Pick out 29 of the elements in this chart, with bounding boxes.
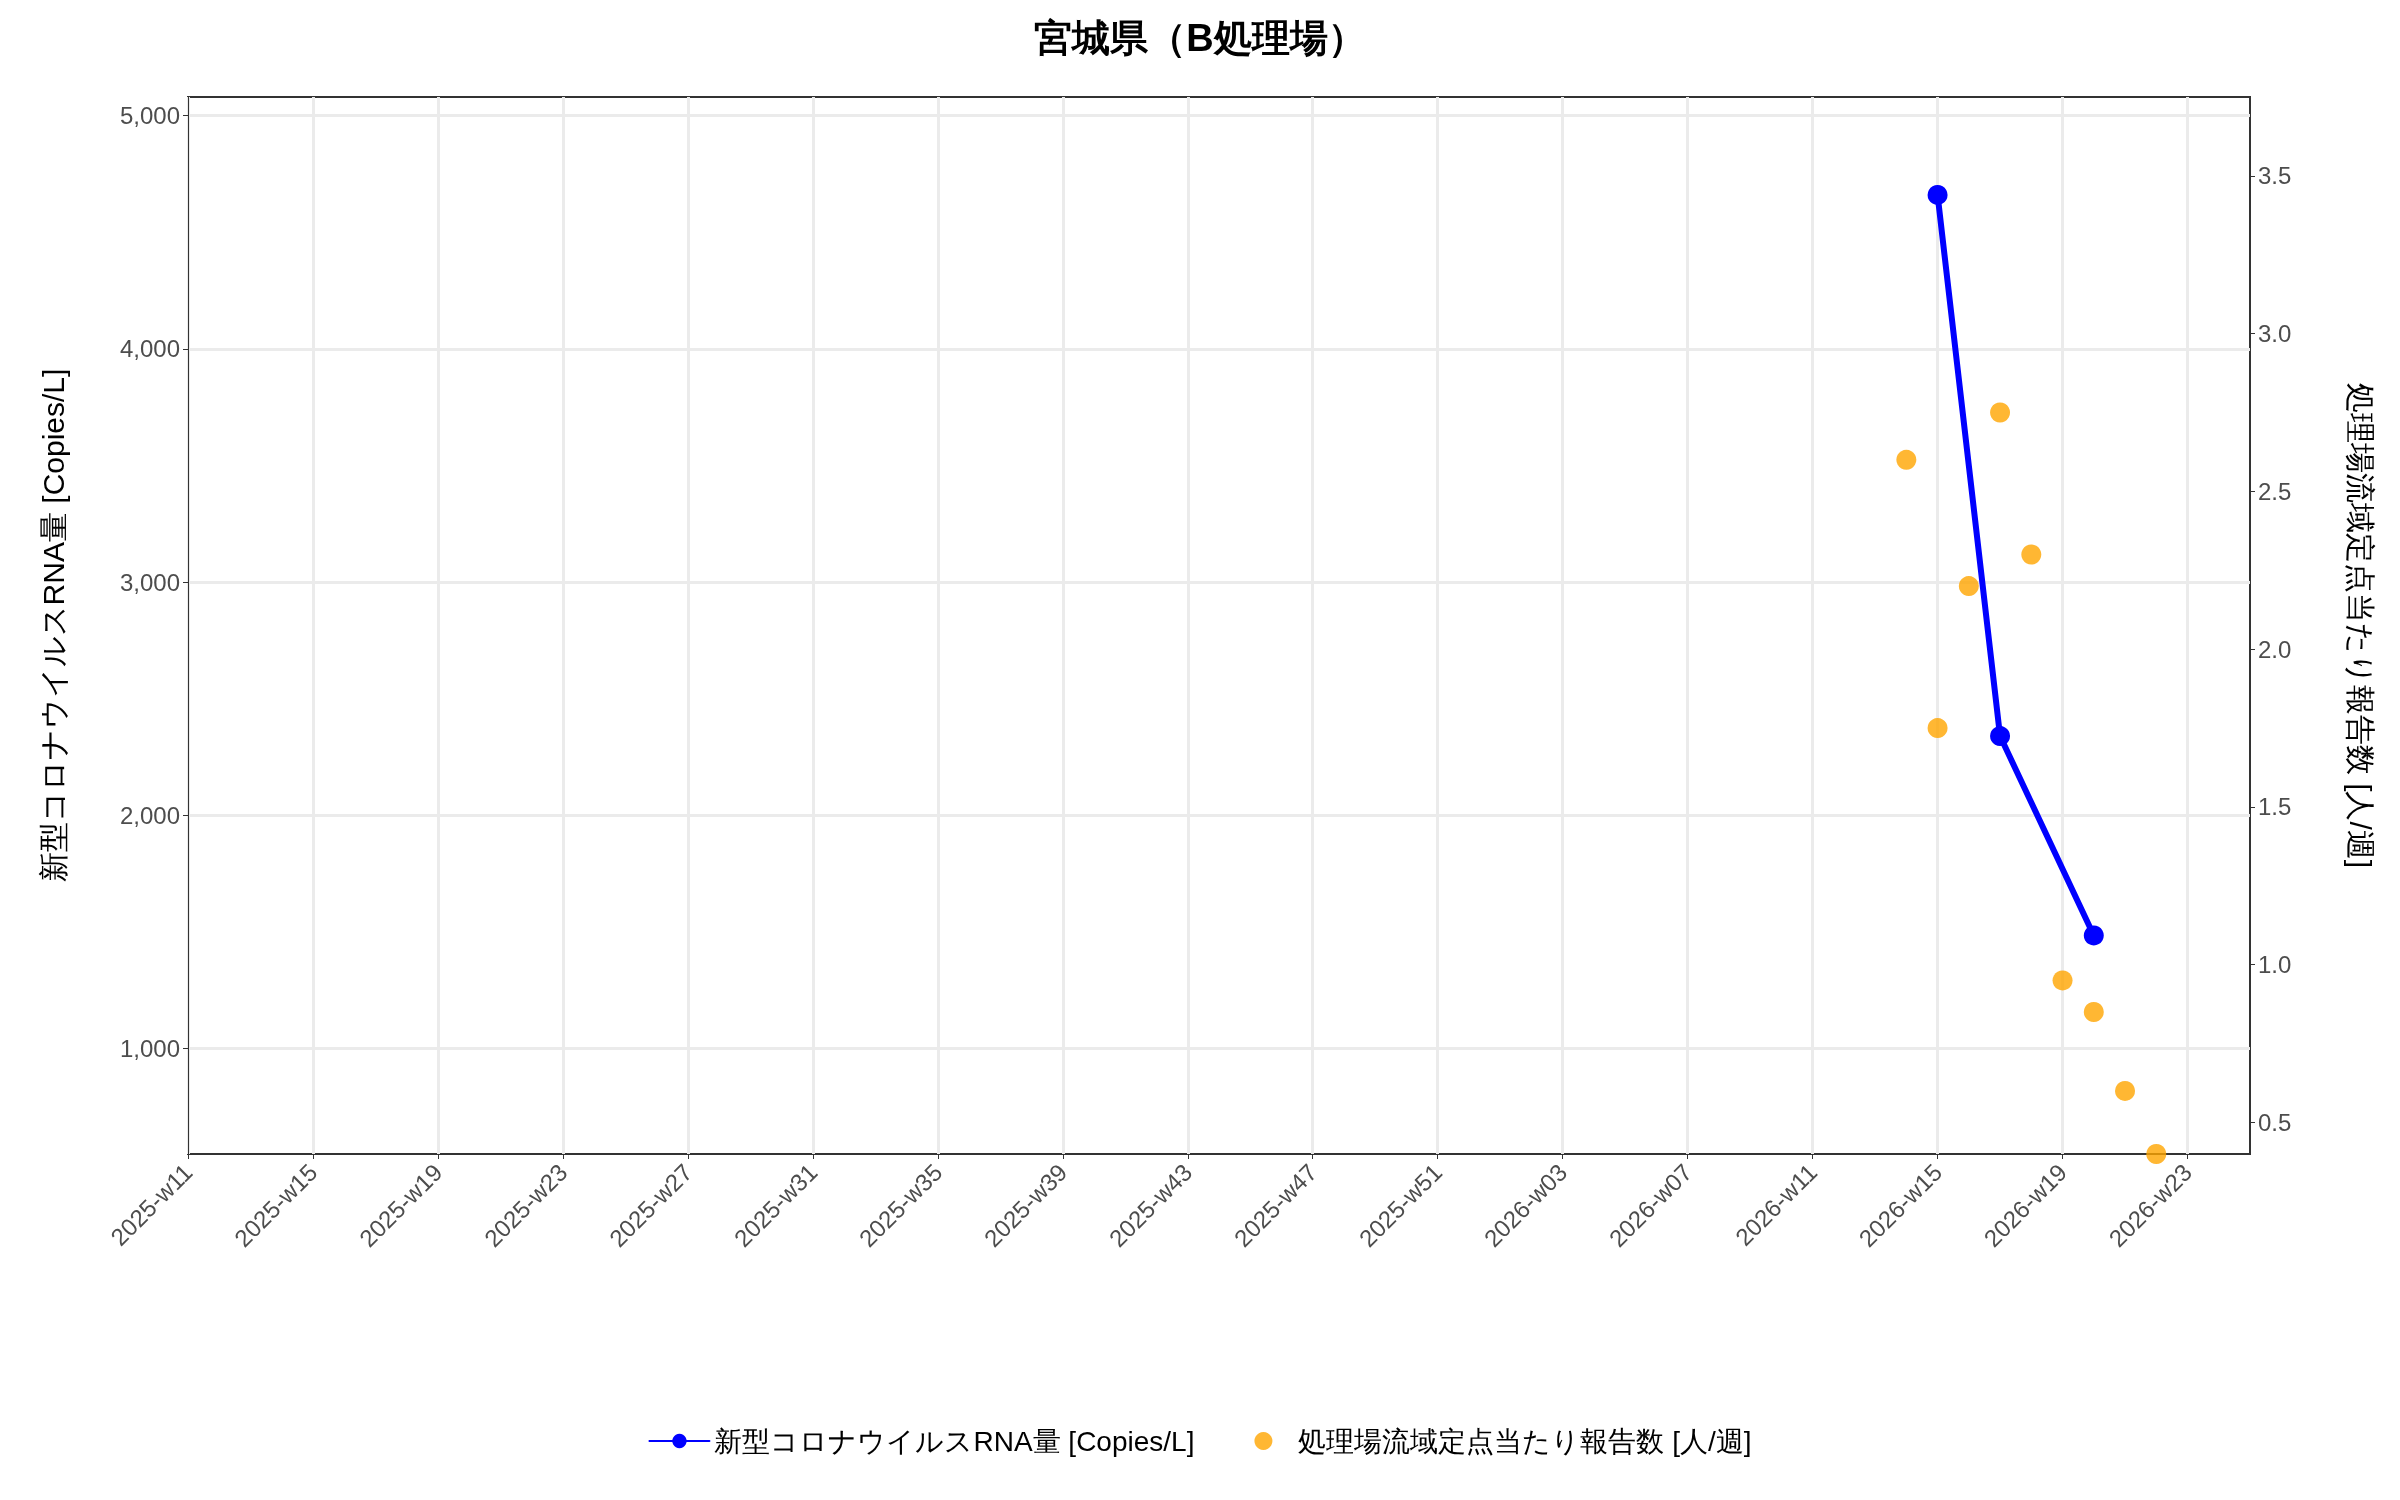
point [2083,1002,2104,1023]
legend-label: 処理場流域定点当たり報告数 [人/週] [1298,1425,1752,1457]
y2-tick-label: 0.5 [2258,1108,2292,1136]
y2-tick-label: 3.5 [2258,162,2292,190]
point [2021,544,2042,565]
point [1958,576,1979,597]
y-tick-label: 4,000 [119,335,180,363]
y2-axis-title: 処理場流域定点当たり報告数 [人/週] [2343,382,2377,869]
y2-tick-label: 1.5 [2258,793,2292,821]
y2-tick-label: 2.5 [2258,477,2292,505]
y-tick-label: 3,000 [119,568,180,596]
point [2052,970,2073,991]
point [2146,1144,2167,1164]
y2-tick-label: 3.0 [2258,320,2292,348]
point [1990,726,2011,747]
y2-tick-label: 1.0 [2258,951,2292,979]
point [1896,449,1917,470]
chart-title: 宮城県（B処理場） [1034,17,1366,59]
legend-label: 新型コロナウイルスRNA量 [Copies/L] [714,1425,1195,1457]
point [2115,1080,2136,1101]
point [1927,184,1948,205]
point [1927,718,1948,739]
point [2083,925,2104,946]
y-axis-title: 新型コロナウイルスRNA量 [Copies/L] [36,368,70,883]
y2-tick-label: 2.0 [2258,635,2292,663]
point [1990,402,2011,423]
y-tick-label: 5,000 [119,102,180,130]
y-tick-label: 1,000 [119,1035,180,1063]
y-tick-label: 2,000 [119,801,180,829]
